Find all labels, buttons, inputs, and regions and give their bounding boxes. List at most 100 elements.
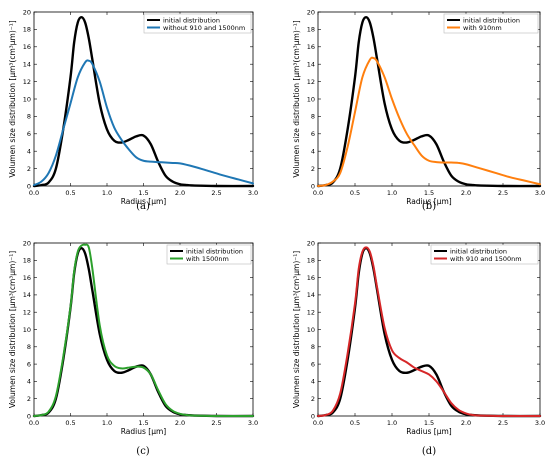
x-axis-label: Radius [μm]: [406, 197, 452, 206]
y-tick-label: 2: [311, 395, 315, 403]
x-tick-label: 1.0: [102, 189, 112, 197]
y-axis-label: Volumen size distribution [μm³(cm³μm)⁻¹]: [8, 20, 17, 177]
y-tick-label: 8: [311, 113, 315, 121]
y-tick-label: 14: [307, 61, 315, 69]
x-tick-label: 2.0: [461, 189, 471, 197]
series-line-3: [33, 243, 254, 418]
y-tick-label: 2: [311, 165, 315, 173]
chart-panel-3: 0.0 0.5 1.0 1.5 2.0 2.5 3.0 0 2 4 6 8 10 12 14 16 18 20 Ra…: [8, 239, 258, 457]
y-tick-label: 10: [307, 95, 315, 103]
panel-label: (d): [422, 446, 436, 457]
legend-entry: with 910 and 1500nm: [450, 255, 522, 263]
y-tick-label: 6: [311, 360, 315, 368]
x-tick-label: 1.0: [387, 189, 397, 197]
x-tick-label: 0.0: [29, 419, 39, 427]
legend-entry: initial distribution: [186, 247, 243, 255]
y-tick-label: 14: [23, 291, 31, 299]
x-tick-label: 2.0: [461, 419, 471, 427]
y-tick-label: 18: [307, 257, 315, 265]
y-tick-label: 4: [27, 378, 31, 386]
y-tick-label: 12: [307, 309, 315, 317]
y-tick-label: 16: [307, 43, 315, 51]
x-tick-label: 0.5: [350, 189, 360, 197]
x-tick-label: 1.5: [424, 419, 434, 427]
legend-entry: without 910 and 1500nm: [163, 24, 245, 32]
y-tick-label: 6: [27, 130, 31, 138]
legend-entry: with 1500nm: [186, 255, 229, 263]
chart-panel-2: 0.0 0.5 1.0 1.5 2.0 2.5 3.0 0 2 4 6 8 10 12 14 16 18 20 Ra…: [292, 8, 545, 212]
y-axis-label: Volumen size distribution [μm³(cm³μm)⁻¹]: [8, 251, 17, 408]
legend-entry: initial distribution: [450, 247, 507, 255]
x-tick-label: 3.0: [535, 419, 545, 427]
x-tick-label: 2.5: [498, 419, 508, 427]
y-tick-label: 18: [23, 257, 31, 265]
chart-panel-1: 0.0 0.5 1.0 1.5 2.0 2.5 3.0 0 2 4 6 8 10 12 14 16 18 20 Ra…: [8, 8, 258, 212]
series-line-initial: [316, 16, 542, 188]
legend-entry: initial distribution: [463, 16, 520, 24]
y-tick-label: 16: [23, 274, 31, 282]
y-tick-label: 20: [307, 8, 315, 16]
x-tick-label: 2.0: [175, 189, 185, 197]
y-tick-label: 12: [307, 78, 315, 86]
y-tick-label: 0: [27, 412, 31, 420]
x-tick-label: 2.5: [498, 189, 508, 197]
chart-panel-4: 0.0 0.5 1.0 1.5 2.0 2.5 3.0 0 2 4 6 8 10 12 14 16 18 20 Ra…: [292, 239, 545, 457]
x-tick-label: 2.5: [211, 419, 221, 427]
x-tick-label: 1.5: [424, 189, 434, 197]
y-tick-label: 14: [23, 61, 31, 69]
y-tick-label: 4: [311, 148, 315, 156]
y-tick-label: 12: [23, 78, 31, 86]
x-tick-label: 3.0: [248, 189, 258, 197]
y-tick-label: 2: [27, 165, 31, 173]
y-tick-label: 8: [311, 343, 315, 351]
legend-box: [166, 244, 252, 265]
legend-box: [443, 13, 539, 34]
y-tick-label: 20: [23, 8, 31, 16]
series-line-1: [33, 59, 254, 187]
y-tick-label: 10: [23, 95, 31, 103]
y-tick-label: 20: [307, 239, 315, 247]
x-axis-label: Radius [μm]: [406, 427, 452, 436]
x-tick-label: 0.0: [313, 419, 323, 427]
y-tick-label: 0: [27, 182, 31, 190]
series-line-2: [317, 56, 541, 187]
x-axis-label: Radius [μm]: [121, 427, 167, 436]
series-line-4: [317, 246, 541, 418]
x-tick-label: 0.0: [313, 189, 323, 197]
x-tick-label: 1.0: [102, 419, 112, 427]
x-tick-label: 2.5: [211, 189, 221, 197]
y-tick-label: 18: [23, 26, 31, 34]
y-tick-label: 4: [27, 148, 31, 156]
x-tick-label: 1.5: [138, 189, 148, 197]
x-tick-label: 2.0: [175, 419, 185, 427]
legend-box: [143, 13, 252, 34]
panel-label: (a): [136, 201, 150, 212]
y-tick-label: 8: [27, 113, 31, 121]
x-tick-label: 3.0: [535, 189, 545, 197]
x-tick-label: 0.5: [65, 419, 75, 427]
y-tick-label: 6: [311, 130, 315, 138]
x-tick-label: 0.0: [29, 189, 39, 197]
y-tick-label: 0: [311, 412, 315, 420]
legend-entry: with 910nm: [463, 24, 502, 32]
x-axis-label: Radius [μm]: [121, 197, 167, 206]
x-tick-label: 0.5: [350, 419, 360, 427]
y-tick-label: 12: [23, 309, 31, 317]
y-tick-label: 20: [23, 239, 31, 247]
y-axis-label: Volumen size distribution [μm³(cm³μm)⁻¹]: [292, 251, 301, 408]
panel-label: (b): [422, 201, 436, 212]
x-tick-label: 3.0: [248, 419, 258, 427]
legend-entry: initial distribution: [163, 16, 220, 24]
x-tick-label: 1.0: [387, 419, 397, 427]
y-tick-label: 4: [311, 378, 315, 386]
y-tick-label: 10: [23, 326, 31, 334]
panel-label: (c): [136, 446, 150, 457]
y-tick-label: 16: [23, 43, 31, 51]
y-tick-label: 14: [307, 291, 315, 299]
y-tick-label: 2: [27, 395, 31, 403]
